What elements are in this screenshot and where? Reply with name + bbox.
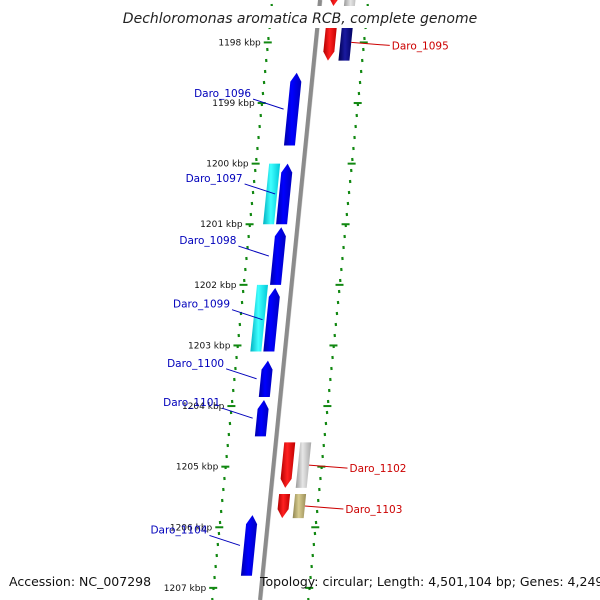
- gene-daro-1103-partner: [292, 493, 307, 519]
- gene-daro-1095-partner: [338, 24, 354, 61]
- gene-daro-1102: [280, 442, 296, 488]
- tick-label: 1206 kbp: [170, 523, 213, 533]
- gene-label-daro-1096: Daro_1096: [194, 88, 251, 100]
- tick-label: 1205 kbp: [176, 463, 219, 473]
- gene-label-daro-1098: Daro_1098: [179, 235, 236, 247]
- gene-daro-1102-partner: [295, 442, 312, 488]
- title-backdrop: [120, 6, 490, 28]
- topology-text: Topology: circular; Length: 4,501,104 bp…: [260, 574, 600, 589]
- gene-daro-1095: [323, 24, 338, 61]
- label-leader: [244, 183, 276, 195]
- gene-label-daro-1102: Daro_1102: [349, 463, 406, 475]
- map-title: Dechloromonas aromatica RCB, complete ge…: [123, 11, 477, 27]
- label-leader: [231, 309, 263, 321]
- tick-label: 1198 kbp: [218, 38, 261, 48]
- gene-daro-1099: [263, 287, 280, 352]
- label-leader: [252, 98, 284, 110]
- tick-track: 1198 kbp 1199 kbp 1200 kbp 1201 kbp 1202 kbp…: [164, 3, 369, 600]
- gene-daro-1097: [276, 163, 293, 225]
- gene-top-red: [330, 0, 338, 7]
- gene-daro-1103: [277, 493, 291, 519]
- label-leader: [308, 464, 348, 469]
- feature-labels: Daro_1095 Daro_1096 Daro_1097 Daro_1098 Daro…: [150, 40, 449, 546]
- feature-track: [240, 0, 356, 576]
- gene-label-daro-1095: Daro_1095: [392, 40, 449, 52]
- gene-top-gray: [343, 0, 356, 7]
- label-leader: [209, 534, 241, 546]
- gene-label-daro-1104: Daro_1104: [150, 524, 207, 536]
- accession-text: Accession: NC_007298: [9, 574, 152, 589]
- gene-label-daro-1097: Daro_1097: [186, 173, 243, 185]
- tick-label: 1207 kbp: [164, 584, 207, 594]
- tick-label: 1202 kbp: [194, 281, 237, 291]
- gene-daro-1100: [258, 360, 273, 397]
- dna-backbone: [258, 0, 323, 600]
- gene-label-daro-1099: Daro_1099: [173, 299, 230, 311]
- label-leader: [351, 41, 390, 46]
- label-leader: [238, 245, 270, 257]
- tick-label: 1204 kbp: [182, 402, 225, 412]
- gene-daro-1098: [270, 227, 286, 285]
- backbone-line: [258, 0, 322, 600]
- gene-label-daro-1100: Daro_1100: [167, 358, 224, 370]
- gene-daro-1104: [240, 515, 258, 576]
- tick-label: 1201 kbp: [200, 220, 243, 230]
- gene-label-daro-1101: Daro_1101: [163, 397, 220, 409]
- label-leader: [304, 505, 344, 510]
- gene-daro-1101: [254, 400, 269, 437]
- gene-daro-1096: [283, 72, 302, 146]
- gene-label-daro-1103: Daro_1103: [345, 504, 402, 516]
- tick-label: 1199 kbp: [212, 99, 255, 109]
- tick-label: 1200 kbp: [206, 160, 249, 170]
- label-leader: [225, 368, 257, 380]
- tick-label: 1203 kbp: [188, 341, 231, 351]
- label-leader: [222, 407, 253, 419]
- gene-daro-1097-cds: [263, 163, 281, 225]
